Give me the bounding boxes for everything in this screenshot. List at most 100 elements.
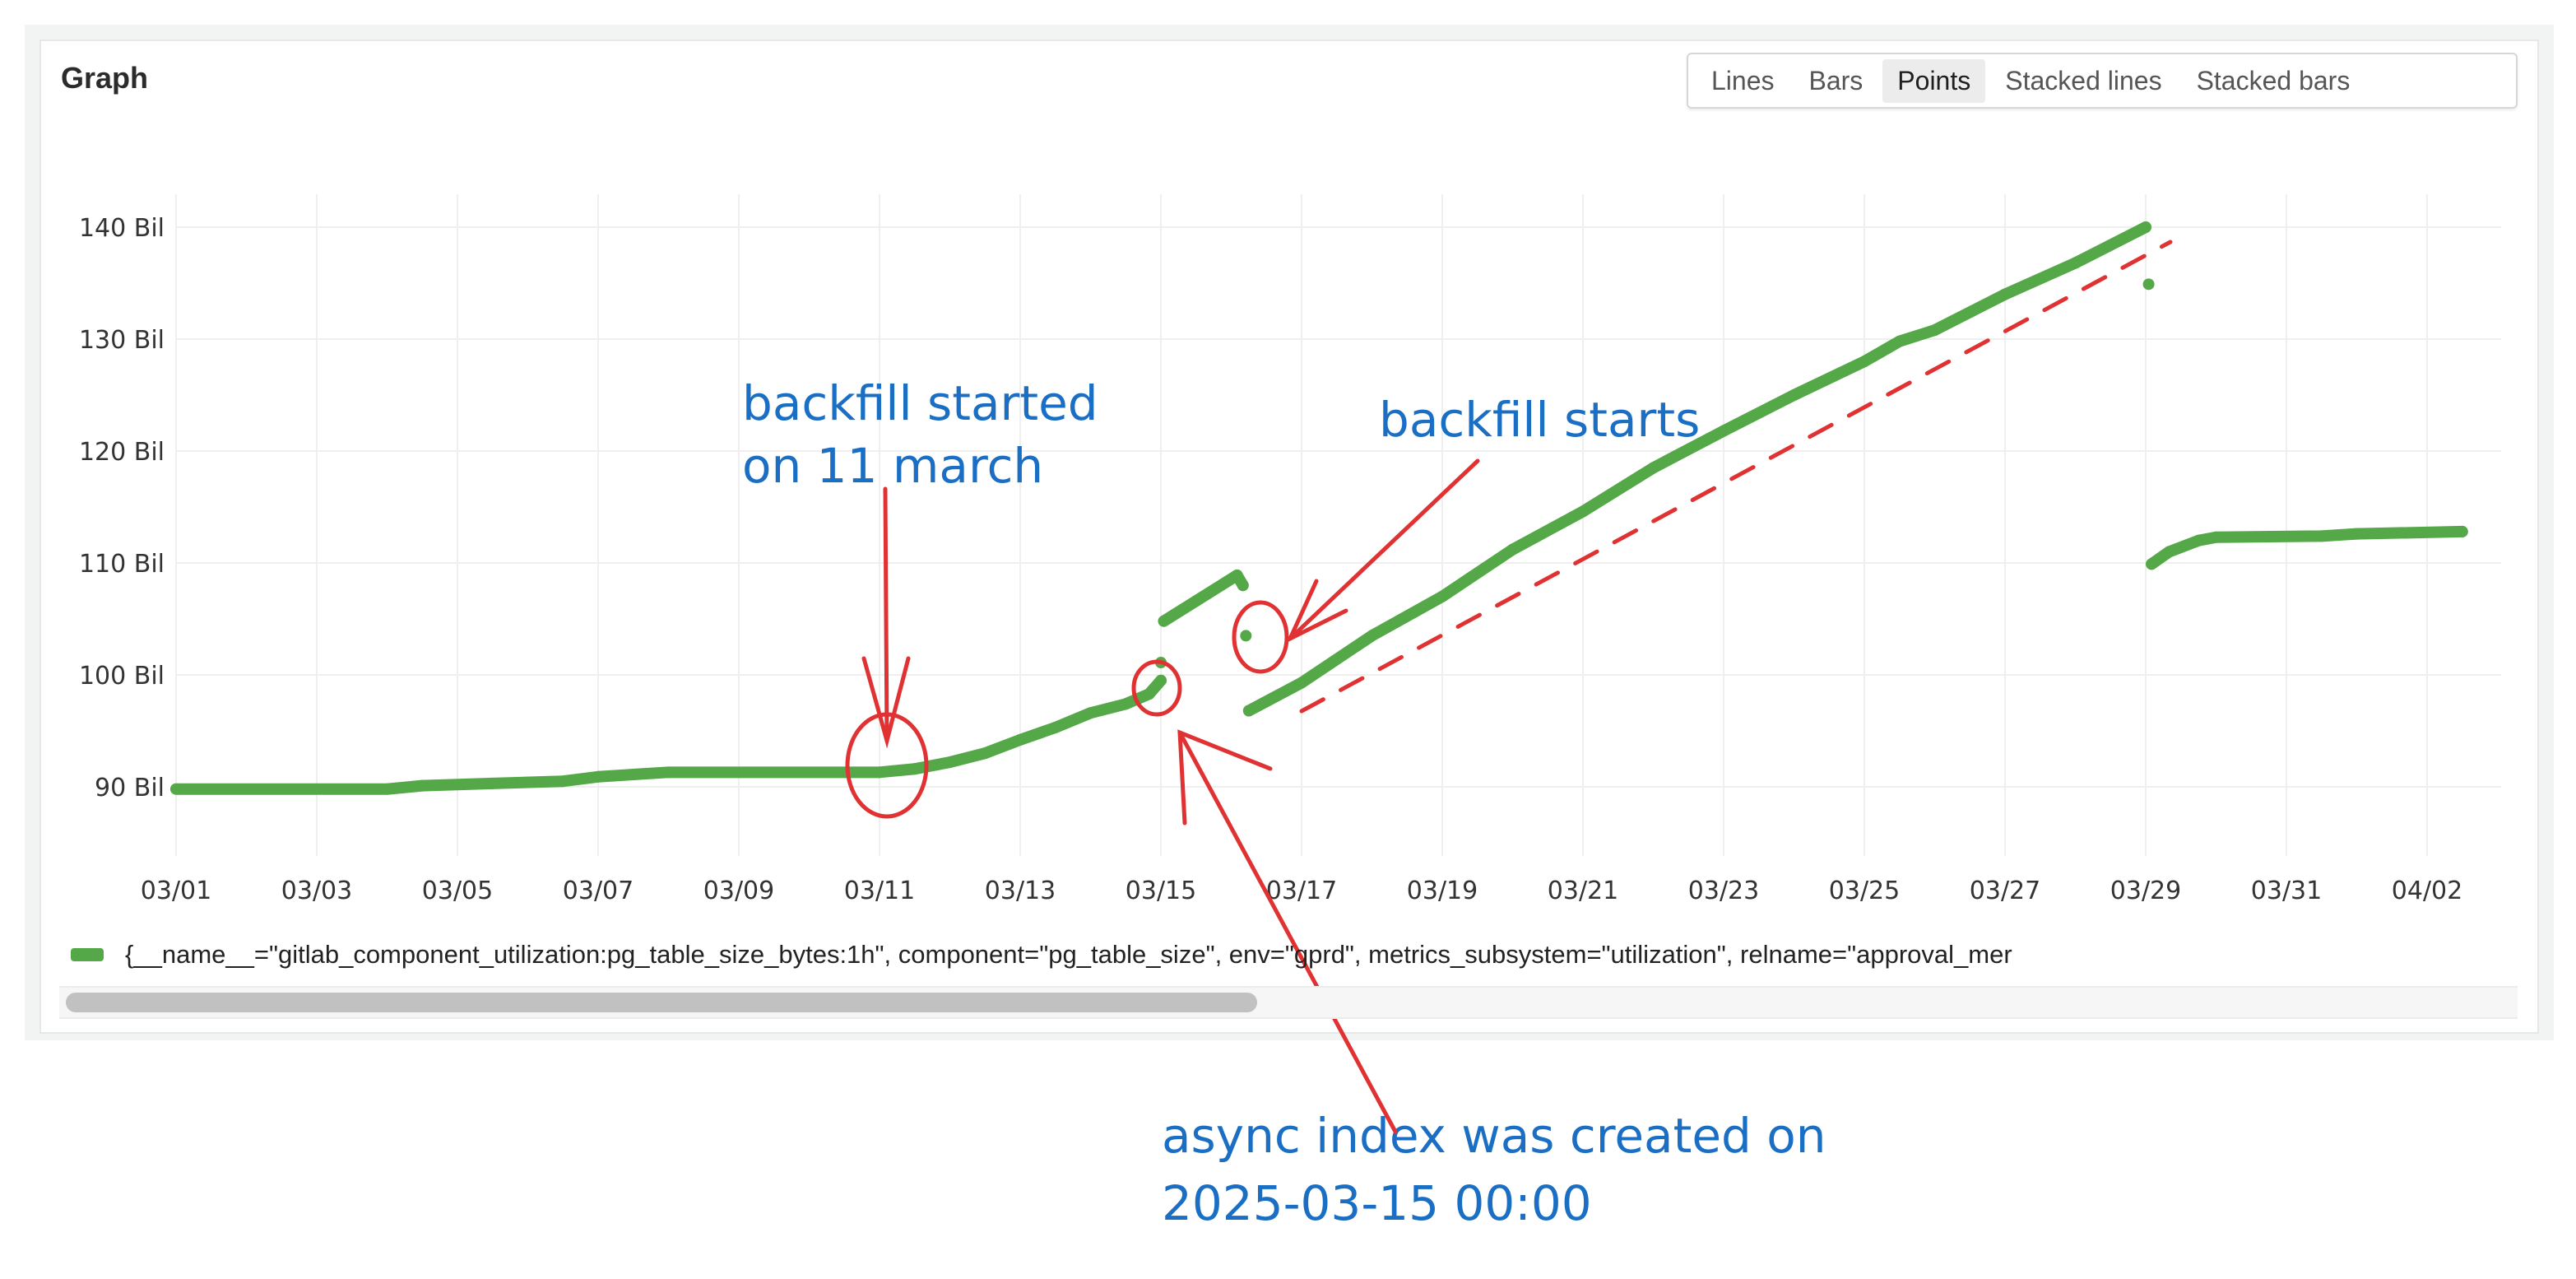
x-tick-label: 03/29 — [2110, 877, 2181, 905]
annotation-backfill-started-line1: backfill started — [742, 375, 1098, 431]
x-tick-label: 03/07 — [563, 877, 634, 905]
legend: {__name__="gitlab_component_utilization:… — [71, 937, 2518, 973]
series-points — [170, 221, 2468, 795]
data-point — [2193, 534, 2205, 546]
y-tick-label: 100 Bil — [79, 662, 165, 691]
data-point — [592, 770, 604, 783]
view-mode-bars-button[interactable]: Bars — [1808, 65, 1864, 95]
data-point — [1240, 630, 1252, 642]
x-tick-label: 03/13 — [985, 877, 1056, 905]
data-point — [627, 769, 639, 781]
data-point — [1143, 688, 1155, 700]
data-point — [979, 747, 991, 760]
data-point — [1296, 677, 1307, 689]
y-tick-label: 140 Bil — [79, 214, 165, 243]
series-point-run — [170, 674, 1167, 795]
annotation-async-index-line1: async index was created on — [1162, 1108, 1826, 1164]
annotation-backfill-starts: backfill starts — [1379, 392, 1700, 448]
data-point — [1893, 335, 1905, 347]
data-point — [1437, 590, 1448, 602]
x-axis: 03/01 03/03 03/05 03/07 03/09 03/11 03/13 03/15… — [141, 877, 2462, 905]
x-tick-label: 03/23 — [1688, 877, 1759, 905]
data-point — [944, 756, 956, 769]
data-point — [662, 766, 675, 779]
circle-march-15 — [1131, 659, 1182, 717]
x-tick-label: 03/31 — [2251, 877, 2322, 905]
scrollbar-thumb[interactable] — [66, 993, 1257, 1012]
data-point — [381, 783, 393, 795]
x-tick-label: 03/27 — [1970, 877, 2040, 905]
y-tick-label: 110 Bil — [79, 550, 165, 579]
data-point — [1366, 630, 1378, 642]
data-point — [557, 775, 569, 788]
view-mode-stacked-lines-button[interactable]: Stacked lines — [2005, 65, 2162, 95]
x-tick-label: 03/19 — [1407, 877, 1478, 905]
data-point — [1242, 705, 1255, 717]
view-mode-points-button[interactable]: Points — [1882, 58, 1986, 103]
x-tick-label: 03/01 — [141, 877, 211, 905]
data-point — [1647, 462, 1659, 474]
data-point — [1084, 707, 1097, 719]
arrow-async-index — [1177, 729, 1398, 1134]
circle-backfill-start — [1232, 600, 1289, 674]
circle-march-11 — [845, 712, 929, 819]
data-point — [2069, 257, 2082, 269]
data-point — [1577, 505, 1589, 518]
data-point — [1999, 288, 2011, 300]
data-point — [1014, 733, 1026, 746]
data-point — [1158, 615, 1170, 627]
data-point — [2163, 546, 2175, 558]
data-point — [1190, 595, 1202, 607]
x-tick-label: 04/02 — [2392, 877, 2462, 905]
legend-scrollbar[interactable] — [59, 986, 2518, 1019]
data-point — [1049, 721, 1061, 733]
x-tick-label: 03/17 — [1266, 877, 1337, 905]
dashed-trend-line — [1299, 240, 2173, 714]
view-mode-toggle: Lines Bars Points Stacked lines Stacked … — [1687, 53, 2518, 109]
data-point — [2140, 221, 2151, 233]
data-point — [1718, 425, 1729, 437]
annotations: backfill started on 11 march backfill st… — [742, 240, 2173, 1231]
x-tick-label: 03/11 — [844, 877, 915, 905]
x-tick-label: 03/25 — [1829, 877, 1900, 905]
graph-panel — [39, 40, 2539, 1034]
legend-series-label[interactable]: {__name__="gitlab_component_utilization:… — [125, 940, 2012, 969]
y-tick-label: 120 Bil — [79, 438, 165, 467]
x-tick-label: 03/21 — [1548, 877, 1618, 905]
data-point — [1231, 569, 1243, 581]
panel-title: Graph — [61, 61, 149, 95]
data-point — [1788, 389, 1800, 401]
grid — [175, 194, 2501, 856]
view-mode-stacked-bars-button[interactable]: Stacked bars — [2196, 65, 2351, 95]
data-point — [170, 783, 182, 795]
x-tick-label: 03/03 — [281, 877, 352, 905]
data-point — [1155, 674, 1167, 686]
series-point-run — [1242, 221, 2151, 717]
arrow-backfill-started — [861, 486, 911, 749]
x-tick-label: 03/15 — [1126, 877, 1196, 905]
data-point — [416, 779, 429, 792]
arrow-backfill-starts — [1285, 458, 1480, 644]
data-point — [908, 763, 921, 775]
y-axis: 90 Bil 100 Bil 110 Bil 120 Bil 130 Bil 140 Bi… — [79, 214, 165, 802]
data-point — [2146, 558, 2158, 570]
data-point — [2142, 278, 2155, 291]
data-point — [2210, 531, 2222, 543]
series-point-run — [1158, 569, 1249, 627]
y-tick-label: 90 Bil — [95, 774, 165, 802]
legend-swatch[interactable] — [71, 948, 104, 961]
data-point — [1859, 356, 1870, 368]
data-point — [2351, 528, 2363, 540]
data-point — [2456, 525, 2468, 537]
data-point — [874, 766, 885, 779]
annotation-async-index-line2: 2025-03-15 00:00 — [1162, 1175, 1592, 1231]
y-tick-label: 130 Bil — [79, 326, 165, 355]
x-tick-label: 03/09 — [703, 877, 774, 905]
data-point — [1120, 698, 1132, 710]
data-point — [486, 777, 499, 789]
data-point — [1929, 324, 1941, 337]
x-tick-label: 03/05 — [422, 877, 493, 905]
view-mode-lines-button[interactable]: Lines — [1711, 65, 1775, 95]
data-point — [1237, 579, 1249, 592]
data-point — [2315, 530, 2328, 542]
